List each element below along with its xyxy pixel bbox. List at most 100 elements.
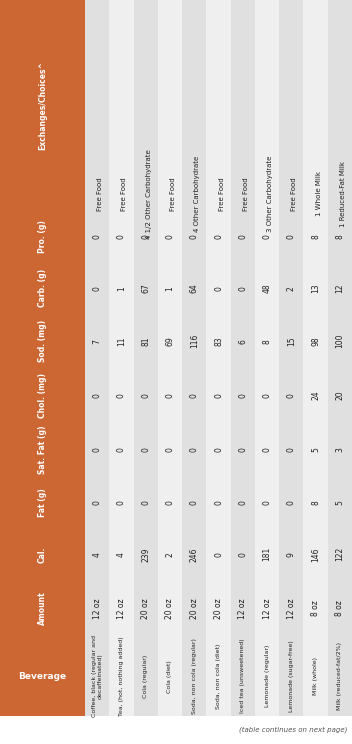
Text: 0: 0 bbox=[263, 393, 271, 398]
Text: 0: 0 bbox=[93, 393, 102, 398]
Text: Free Food: Free Food bbox=[121, 177, 127, 211]
Text: Free Food: Free Food bbox=[97, 177, 103, 211]
Bar bbox=[279, 263, 303, 314]
Text: Free Food: Free Food bbox=[219, 177, 225, 211]
Text: 20 oz: 20 oz bbox=[190, 598, 199, 618]
Bar bbox=[328, 211, 352, 263]
Bar bbox=[182, 528, 206, 580]
Bar bbox=[0, 580, 85, 636]
Text: Cal.: Cal. bbox=[38, 546, 47, 562]
Bar bbox=[182, 263, 206, 314]
Text: 15: 15 bbox=[287, 336, 296, 346]
Bar bbox=[206, 580, 231, 636]
Bar bbox=[158, 368, 182, 423]
Text: 24: 24 bbox=[311, 391, 320, 400]
Bar bbox=[255, 368, 279, 423]
Text: Milk (reduced-fat/2%): Milk (reduced-fat/2%) bbox=[337, 642, 342, 711]
Bar bbox=[206, 636, 231, 716]
Bar bbox=[279, 477, 303, 528]
Bar bbox=[85, 263, 109, 314]
Text: 0: 0 bbox=[214, 447, 223, 452]
Text: 0: 0 bbox=[93, 447, 102, 452]
Text: 1 Reduced-Fat Milk: 1 Reduced-Fat Milk bbox=[340, 161, 346, 227]
Bar bbox=[85, 0, 109, 211]
Bar bbox=[328, 477, 352, 528]
Text: Milk (whole): Milk (whole) bbox=[313, 657, 318, 695]
Text: Carb. (g): Carb. (g) bbox=[38, 269, 47, 307]
Text: 4 1/2 Other Carbohydrate: 4 1/2 Other Carbohydrate bbox=[146, 149, 152, 239]
Bar bbox=[158, 423, 182, 477]
Text: Amount: Amount bbox=[38, 591, 47, 625]
Text: 146: 146 bbox=[311, 547, 320, 562]
Text: 8: 8 bbox=[311, 234, 320, 239]
Text: 12 oz: 12 oz bbox=[93, 598, 102, 618]
Bar bbox=[85, 580, 109, 636]
Text: 0: 0 bbox=[287, 447, 296, 452]
Bar bbox=[85, 314, 109, 368]
Text: Lemonade (sugar-free): Lemonade (sugar-free) bbox=[289, 641, 294, 712]
Text: 1: 1 bbox=[165, 286, 175, 291]
Text: 0: 0 bbox=[214, 286, 223, 291]
Text: 0: 0 bbox=[214, 234, 223, 239]
Text: 8: 8 bbox=[263, 339, 271, 344]
Text: 13: 13 bbox=[311, 283, 320, 293]
Bar bbox=[182, 477, 206, 528]
Bar bbox=[328, 0, 352, 211]
Bar bbox=[109, 368, 133, 423]
Bar bbox=[0, 368, 85, 423]
Bar bbox=[231, 314, 255, 368]
Text: 0: 0 bbox=[263, 447, 271, 452]
Text: 0: 0 bbox=[238, 286, 247, 291]
Text: 0: 0 bbox=[287, 501, 296, 505]
Text: 0: 0 bbox=[238, 501, 247, 505]
Bar bbox=[206, 0, 231, 211]
Text: 122: 122 bbox=[335, 548, 344, 562]
Bar bbox=[133, 314, 158, 368]
Text: 8 oz: 8 oz bbox=[335, 600, 344, 616]
Bar bbox=[109, 477, 133, 528]
Bar bbox=[133, 580, 158, 636]
Text: 5: 5 bbox=[335, 501, 344, 505]
Text: 0: 0 bbox=[287, 234, 296, 239]
Bar bbox=[206, 211, 231, 263]
Text: 4: 4 bbox=[93, 552, 102, 557]
Bar bbox=[279, 314, 303, 368]
Bar bbox=[206, 528, 231, 580]
Bar bbox=[158, 477, 182, 528]
Text: 12 oz: 12 oz bbox=[117, 598, 126, 618]
Bar bbox=[231, 263, 255, 314]
Bar bbox=[109, 528, 133, 580]
Text: 20 oz: 20 oz bbox=[214, 598, 223, 618]
Text: 0: 0 bbox=[141, 393, 150, 398]
Bar bbox=[158, 263, 182, 314]
Text: (table continues on next page): (table continues on next page) bbox=[239, 727, 347, 734]
Bar bbox=[85, 477, 109, 528]
Bar bbox=[0, 263, 85, 314]
Bar bbox=[255, 314, 279, 368]
Text: 0: 0 bbox=[263, 501, 271, 505]
Bar bbox=[85, 368, 109, 423]
Bar bbox=[255, 528, 279, 580]
Text: 2: 2 bbox=[287, 286, 296, 291]
Bar bbox=[279, 211, 303, 263]
Bar bbox=[206, 477, 231, 528]
Bar bbox=[231, 477, 255, 528]
Text: 1 Whole Milk: 1 Whole Milk bbox=[316, 172, 322, 217]
Bar bbox=[133, 636, 158, 716]
Bar bbox=[303, 477, 328, 528]
Bar bbox=[109, 580, 133, 636]
Text: Sat. Fat (g): Sat. Fat (g) bbox=[38, 426, 47, 474]
Text: Pro. (g): Pro. (g) bbox=[38, 220, 47, 253]
Text: 0: 0 bbox=[117, 234, 126, 239]
Text: 0: 0 bbox=[93, 501, 102, 505]
Text: 3 Other Carbohydrate: 3 Other Carbohydrate bbox=[267, 155, 273, 232]
Text: 98: 98 bbox=[311, 336, 320, 346]
Bar bbox=[328, 528, 352, 580]
Bar bbox=[255, 0, 279, 211]
Bar bbox=[328, 263, 352, 314]
Text: 4 Other Carbohydrate: 4 Other Carbohydrate bbox=[194, 156, 200, 232]
Bar bbox=[303, 368, 328, 423]
Bar bbox=[303, 211, 328, 263]
Text: 67: 67 bbox=[141, 283, 150, 293]
Bar bbox=[182, 0, 206, 211]
